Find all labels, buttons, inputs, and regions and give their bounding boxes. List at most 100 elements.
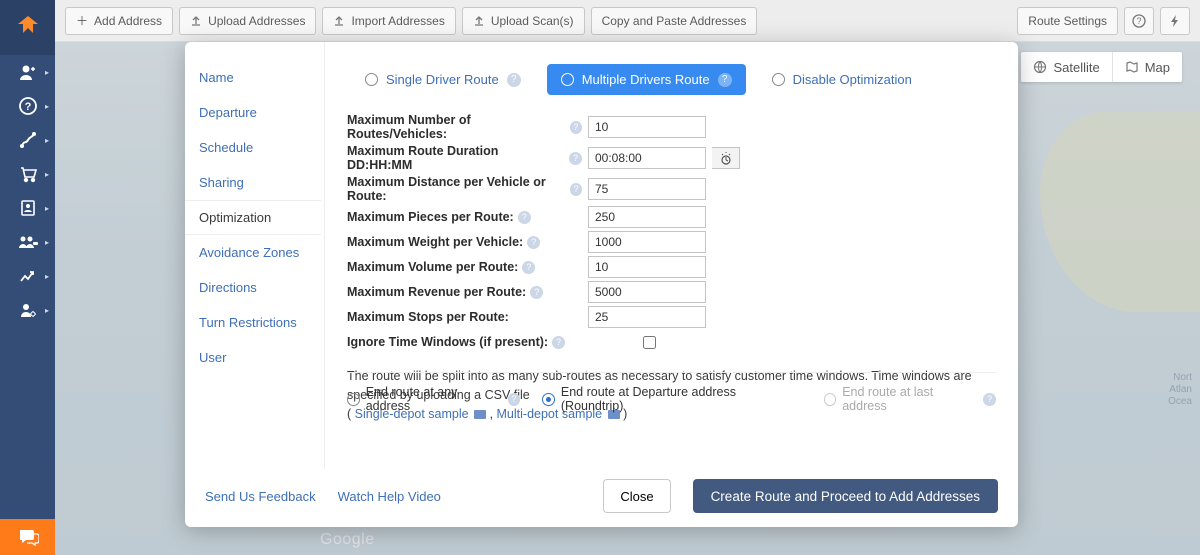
optimization-form: Maximum Number of Routes/Vehicles:? Maxi…	[347, 113, 996, 353]
max-stops-input[interactable]	[588, 306, 706, 328]
max-duration-input[interactable]	[588, 147, 706, 169]
modal-nav-avoidance[interactable]: Avoidance Zones	[185, 235, 324, 270]
tab-disable-optimization[interactable]: Disable Optimization	[772, 72, 912, 87]
toolbar-bolt-button[interactable]	[1160, 7, 1190, 35]
max-duration-label: Maximum Route Duration DD:HH:MM?	[347, 144, 582, 172]
help-icon[interactable]: ?	[570, 121, 583, 134]
modal-nav-optimization[interactable]: Optimization	[185, 200, 324, 235]
chat-button[interactable]	[0, 519, 55, 555]
max-pieces-input[interactable]	[588, 206, 706, 228]
nav-admin[interactable]: ▸	[0, 293, 55, 327]
max-volume-input[interactable]	[588, 256, 706, 278]
max-routes-input[interactable]	[588, 116, 706, 138]
radio-icon	[772, 73, 785, 86]
modal-nav-directions[interactable]: Directions	[185, 270, 324, 305]
help-icon: ?	[983, 393, 996, 406]
help-icon[interactable]: ?	[552, 336, 565, 349]
upload-scans-button[interactable]: Upload Scan(s)	[462, 7, 585, 35]
end-roundtrip-option[interactable]: End route at Departure address (Roundtri…	[542, 385, 801, 413]
modal-nav-sharing[interactable]: Sharing	[185, 165, 324, 200]
tab-single-label: Single Driver Route	[386, 72, 499, 87]
help-icon[interactable]: ?	[530, 286, 543, 299]
watch-video-link[interactable]: Watch Help Video	[338, 489, 445, 504]
modal-nav-name[interactable]: Name	[185, 60, 324, 95]
help-icon[interactable]: ?	[718, 73, 732, 87]
upload-icon	[473, 15, 485, 27]
chevron-right-icon: ▸	[45, 102, 49, 111]
upload-icon	[190, 15, 202, 27]
add-address-button[interactable]: ＋ Add Address	[65, 7, 173, 35]
max-revenue-label: Maximum Revenue per Route:?	[347, 285, 582, 299]
help-icon[interactable]: ?	[518, 211, 531, 224]
add-address-label: Add Address	[94, 14, 162, 28]
end-any-option[interactable]: End route at any address ?	[347, 385, 520, 413]
globe-icon	[1033, 60, 1047, 74]
max-revenue-input[interactable]	[588, 281, 706, 303]
end-any-label: End route at any address	[366, 385, 502, 413]
help-icon[interactable]: ?	[522, 261, 535, 274]
help-icon[interactable]: ?	[527, 236, 540, 249]
import-addresses-button[interactable]: Import Addresses	[322, 7, 455, 35]
close-button[interactable]: Close	[603, 479, 670, 513]
map-label: Map	[1145, 60, 1170, 75]
help-icon[interactable]: ?	[569, 152, 582, 165]
max-distance-label: Maximum Distance per Vehicle or Route:?	[347, 175, 582, 203]
svg-text:?: ?	[24, 101, 31, 113]
cart-icon	[18, 164, 38, 184]
row-max-revenue: Maximum Revenue per Route:?	[347, 281, 996, 303]
feedback-link[interactable]: Send Us Feedback	[205, 489, 316, 504]
nav-routes[interactable]: ▸	[0, 123, 55, 157]
modal-nav-schedule[interactable]: Schedule	[185, 130, 324, 165]
modal-nav-turn[interactable]: Turn Restrictions	[185, 305, 324, 340]
top-toolbar: ＋ Add Address Upload Addresses Import Ad…	[55, 0, 1200, 42]
nav-orders[interactable]: ▸	[0, 157, 55, 191]
help-icon[interactable]: ?	[508, 393, 521, 406]
modal-nav-departure[interactable]: Departure	[185, 95, 324, 130]
nav-help[interactable]: ? ▸	[0, 89, 55, 123]
svg-text:?: ?	[1136, 16, 1141, 26]
toolbar-help-button[interactable]: ?	[1124, 7, 1154, 35]
end-roundtrip-label: End route at Departure address (Roundtri…	[561, 385, 796, 413]
max-distance-input[interactable]	[588, 178, 706, 200]
create-route-button[interactable]: Create Route and Proceed to Add Addresse…	[693, 479, 998, 513]
max-weight-input[interactable]	[588, 231, 706, 253]
import-icon	[333, 15, 345, 27]
row-max-pieces: Maximum Pieces per Route:?	[347, 206, 996, 228]
nav-team[interactable]: ▸	[0, 225, 55, 259]
help-icon[interactable]: ?	[570, 183, 582, 196]
bolt-icon	[1169, 14, 1181, 28]
time-picker-button[interactable]	[712, 147, 740, 169]
row-max-weight: Maximum Weight per Vehicle:?	[347, 231, 996, 253]
tab-disable-label: Disable Optimization	[793, 72, 912, 87]
nav-addressbook[interactable]: ▸	[0, 191, 55, 225]
app-sidebar: ▸ ? ▸ ▸ ▸ ▸ ▸ ▸ ▸	[0, 0, 55, 555]
upload-scans-label: Upload Scan(s)	[491, 14, 574, 28]
analytics-icon	[18, 266, 38, 286]
nav-add-user[interactable]: ▸	[0, 55, 55, 89]
tab-single-driver[interactable]: Single Driver Route ?	[365, 72, 521, 87]
route-settings-button[interactable]: Route Settings	[1017, 7, 1118, 35]
radio-icon	[561, 73, 574, 86]
chevron-right-icon: ▸	[45, 272, 49, 281]
nav-analytics[interactable]: ▸	[0, 259, 55, 293]
sun-clock-icon	[718, 151, 734, 165]
radio-icon	[365, 73, 378, 86]
copy-paste-button[interactable]: Copy and Paste Addresses	[591, 7, 758, 35]
route-settings-label: Route Settings	[1028, 14, 1107, 28]
ignore-tw-checkbox[interactable]	[643, 336, 656, 349]
chevron-right-icon: ▸	[45, 204, 49, 213]
row-max-distance: Maximum Distance per Vehicle or Route:?	[347, 175, 996, 203]
map-map-button[interactable]: Map	[1113, 52, 1182, 82]
tab-multiple-drivers[interactable]: Multiple Drivers Route ?	[547, 64, 746, 95]
radio-icon	[824, 393, 837, 406]
app-logo	[0, 0, 55, 55]
map-satellite-button[interactable]: Satellite	[1021, 52, 1112, 82]
radio-icon	[542, 393, 555, 406]
ignore-tw-label: Ignore Time Windows (if present):?	[347, 335, 582, 349]
help-icon[interactable]: ?	[507, 73, 521, 87]
route-settings-modal: Name Departure Schedule Sharing Optimiza…	[185, 42, 1018, 527]
copy-paste-label: Copy and Paste Addresses	[602, 14, 747, 28]
upload-addresses-button[interactable]: Upload Addresses	[179, 7, 316, 35]
modal-nav-user[interactable]: User	[185, 340, 324, 375]
map-type-control: Satellite Map	[1021, 52, 1182, 82]
